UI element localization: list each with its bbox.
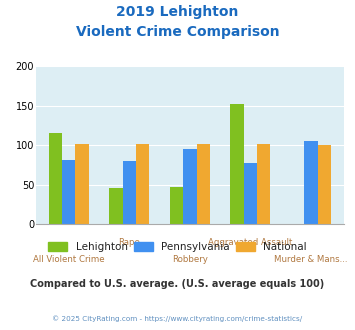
Bar [49,133,62,224]
Text: All Violent Crime: All Violent Crime [33,255,105,264]
Bar [230,104,244,224]
Bar [244,163,257,224]
Text: Rape: Rape [119,238,140,247]
Legend: Lehighton, Pennsylvania, National: Lehighton, Pennsylvania, National [44,238,311,256]
Text: Robbery: Robbery [172,255,208,264]
Text: Aggravated Assault: Aggravated Assault [208,238,293,247]
Text: Murder & Mans...: Murder & Mans... [274,255,348,264]
Bar [183,149,197,224]
Text: © 2025 CityRating.com - https://www.cityrating.com/crime-statistics/: © 2025 CityRating.com - https://www.city… [53,315,302,322]
Text: Violent Crime Comparison: Violent Crime Comparison [76,25,279,39]
Text: Compared to U.S. average. (U.S. average equals 100): Compared to U.S. average. (U.S. average … [31,279,324,289]
Bar [257,145,271,224]
Bar [197,145,210,224]
Bar [318,145,331,224]
Bar [170,187,183,224]
Bar [109,188,123,224]
Text: 2019 Lehighton: 2019 Lehighton [116,5,239,19]
Bar [62,160,76,224]
Bar [304,141,318,224]
Bar [123,161,136,224]
Bar [136,145,149,224]
Bar [76,145,89,224]
